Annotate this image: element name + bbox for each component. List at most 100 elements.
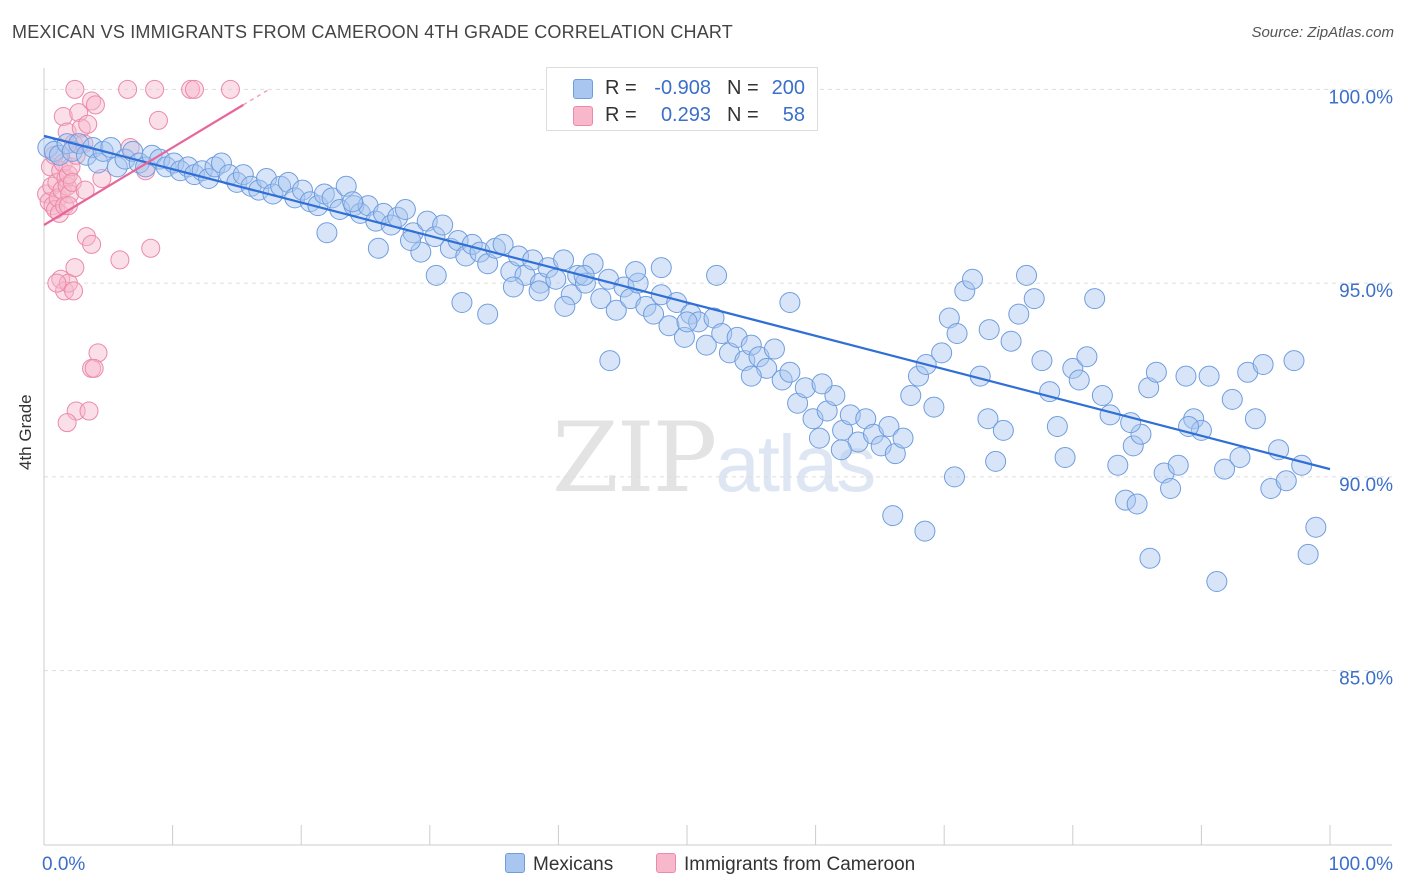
mexican-point: [1126, 493, 1148, 515]
mexican-point: [943, 466, 965, 488]
mexican-point: [740, 365, 762, 387]
mexican-point: [882, 505, 904, 527]
mexican-point: [335, 175, 357, 197]
mexican-point: [718, 342, 740, 364]
cameroon-point: [92, 169, 112, 188]
mexican-point: [545, 268, 567, 290]
mexican-point: [1068, 369, 1090, 391]
legend-row-cameroon: R = 0.293 N = 58: [547, 101, 817, 129]
mexican-point: [992, 419, 1014, 441]
mexican-point: [658, 315, 680, 337]
cameroon-point: [145, 79, 165, 99]
r-key: R =: [605, 104, 637, 126]
mexican-point: [832, 419, 854, 441]
mexican-point: [477, 253, 499, 275]
trend-lines: [43, 88, 1331, 471]
mexican-point: [106, 156, 128, 178]
mexican-point: [1031, 350, 1053, 372]
mexican-point: [1115, 489, 1137, 511]
y-axis-label: 4th Grade: [16, 394, 35, 470]
cameroon-point: [64, 281, 84, 301]
mexican-point: [985, 450, 1007, 472]
mexican-point: [1084, 288, 1106, 310]
mexican-point: [695, 334, 717, 356]
mexican-point: [1046, 416, 1068, 437]
mexican-point: [1122, 435, 1144, 457]
y-tick-label: 85.0%: [1339, 669, 1393, 690]
mexican-point: [502, 276, 524, 298]
mexican-point: [734, 350, 756, 372]
axes: [43, 68, 1392, 846]
cameroon-point: [184, 79, 204, 99]
mexican-point: [923, 396, 945, 418]
mexican-point: [477, 303, 499, 325]
mexican-point: [1008, 303, 1030, 325]
mexican-point: [1023, 288, 1045, 310]
cameroon-point: [65, 79, 85, 99]
legend-item-cameroon: Immigrants from Cameroon: [656, 853, 915, 876]
n-value: 200: [771, 77, 805, 99]
legend-row-mexicans: R = -0.908 N = 200: [547, 74, 817, 102]
mexican-point: [553, 249, 575, 271]
mexican-point: [210, 152, 232, 174]
mexican-point: [808, 427, 830, 449]
series-immigrants-from-cameroon: [37, 79, 240, 433]
mexican-point: [1016, 264, 1038, 286]
mexican-point: [1076, 346, 1098, 368]
cameroon-point: [148, 110, 168, 130]
r-key: R =: [605, 77, 637, 99]
mexican-point: [900, 385, 922, 406]
mexican-point: [68, 133, 90, 155]
mexican-point: [528, 280, 550, 302]
cameroon-point: [79, 401, 99, 421]
mexican-point: [763, 338, 785, 360]
mexican-point: [590, 288, 612, 310]
mexican-point: [1283, 350, 1305, 372]
mexican-point: [1167, 454, 1189, 476]
mexican-point: [1275, 470, 1297, 492]
cameroon-point: [84, 358, 104, 378]
mexican-point: [1305, 516, 1327, 538]
mexican-point: [1160, 478, 1182, 499]
watermark: ZIPatlas: [552, 402, 876, 514]
cameroon-point: [57, 413, 77, 433]
legend-label-cameroon: Immigrants from Cameroon: [684, 854, 916, 875]
mexican-point: [1206, 571, 1228, 592]
mexican-point: [811, 373, 833, 395]
mexican-point: [1214, 458, 1236, 480]
r-value: 0.293: [660, 104, 711, 126]
cameroon-point: [78, 114, 98, 134]
mexican-point: [946, 323, 968, 344]
x-tick-label-min: 0.0%: [42, 854, 85, 875]
mexican-point: [248, 179, 270, 201]
mexican-point: [425, 264, 447, 286]
n-value: 58: [782, 104, 805, 126]
cameroon-point: [82, 91, 102, 111]
mexican-point: [1138, 377, 1160, 399]
mexican-point: [643, 303, 665, 325]
mexican-point: [1260, 478, 1282, 499]
mexican-point: [1000, 330, 1022, 352]
mexican-point: [748, 346, 770, 368]
mexican-point: [673, 326, 695, 348]
mexican-point: [1221, 388, 1243, 410]
mexican-point: [855, 408, 877, 430]
mexican-point: [1175, 365, 1197, 387]
mexican-point: [1107, 454, 1129, 476]
mexican-point: [931, 342, 953, 364]
legend-label-mexicans: Mexicans: [533, 854, 614, 875]
watermark-atlas: atlas: [715, 419, 876, 508]
mexican-point: [451, 292, 473, 313]
mexican-point: [48, 144, 70, 166]
mexican-point: [914, 520, 936, 542]
mexican-point: [794, 377, 816, 399]
cameroon-point: [53, 107, 73, 126]
legend-swatch-mexicans: [573, 79, 593, 99]
mexican-point: [650, 257, 672, 279]
mexican-point: [892, 427, 914, 449]
cameroon-point: [220, 79, 240, 99]
mexican-point: [291, 179, 313, 201]
watermark-zip: ZIP: [552, 402, 717, 514]
legend-item-mexicans: Mexicans: [505, 853, 613, 876]
